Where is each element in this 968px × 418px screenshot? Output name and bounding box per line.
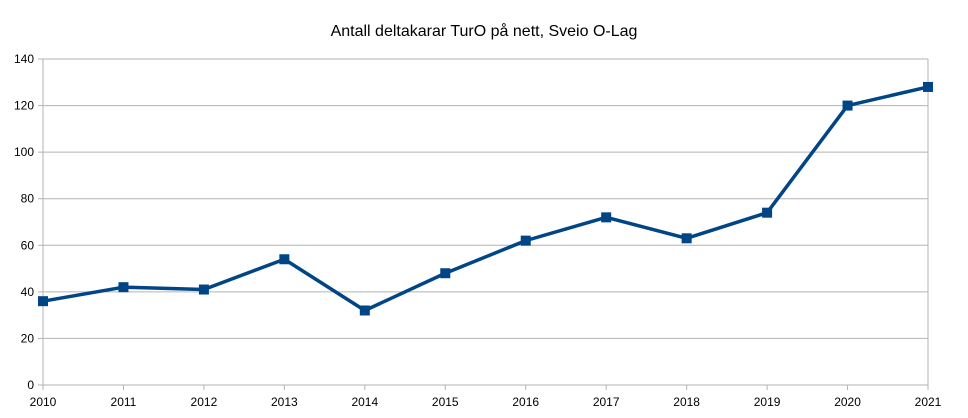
gridlines xyxy=(43,58,929,385)
tick-labels: 0 20 40 60 80 100 120 140 2010 2011 2012 2013 2014 20… xyxy=(14,52,942,409)
y-tick-label: 120 xyxy=(14,99,34,113)
data-point-marker xyxy=(38,296,48,307)
data-point-marker xyxy=(923,81,933,92)
x-tick-label: 2015 xyxy=(432,395,459,409)
y-tick-label: 0 xyxy=(27,378,34,392)
y-tick-label: 60 xyxy=(21,238,35,252)
data-point-marker xyxy=(359,305,370,316)
series-layer xyxy=(38,81,933,316)
data-point-marker xyxy=(842,100,853,111)
data-point-marker xyxy=(279,254,290,265)
x-tick-label: 2013 xyxy=(271,395,298,409)
x-tick-label: 2018 xyxy=(673,395,700,409)
data-point-marker xyxy=(601,212,612,223)
y-tick-label: 20 xyxy=(21,331,35,345)
data-point-marker xyxy=(762,207,773,218)
axes xyxy=(38,58,929,390)
data-point-marker xyxy=(440,268,451,279)
y-tick-label: 100 xyxy=(14,145,34,159)
x-tick-label: 2020 xyxy=(834,395,861,409)
data-point-marker xyxy=(681,233,692,244)
chart-title: Antall deltakarar TurO på nett, Sveio O-… xyxy=(331,22,638,40)
data-point-marker xyxy=(118,282,129,293)
x-tick-label: 2016 xyxy=(512,395,539,409)
y-tick-label: 80 xyxy=(21,192,35,206)
x-tick-label: 2014 xyxy=(351,395,378,409)
x-tick-label: 2012 xyxy=(191,395,218,409)
x-tick-label: 2019 xyxy=(754,395,781,409)
x-tick-label: 2017 xyxy=(593,395,620,409)
x-tick-label: 2011 xyxy=(111,395,137,409)
y-tick-label: 140 xyxy=(14,52,34,66)
series-line xyxy=(41,85,930,313)
y-tick-label: 40 xyxy=(21,285,35,299)
data-point-marker xyxy=(520,235,531,246)
x-tick-label: 2010 xyxy=(30,395,57,409)
data-point-marker xyxy=(198,284,209,295)
x-tick-label: 2021 xyxy=(915,395,942,409)
